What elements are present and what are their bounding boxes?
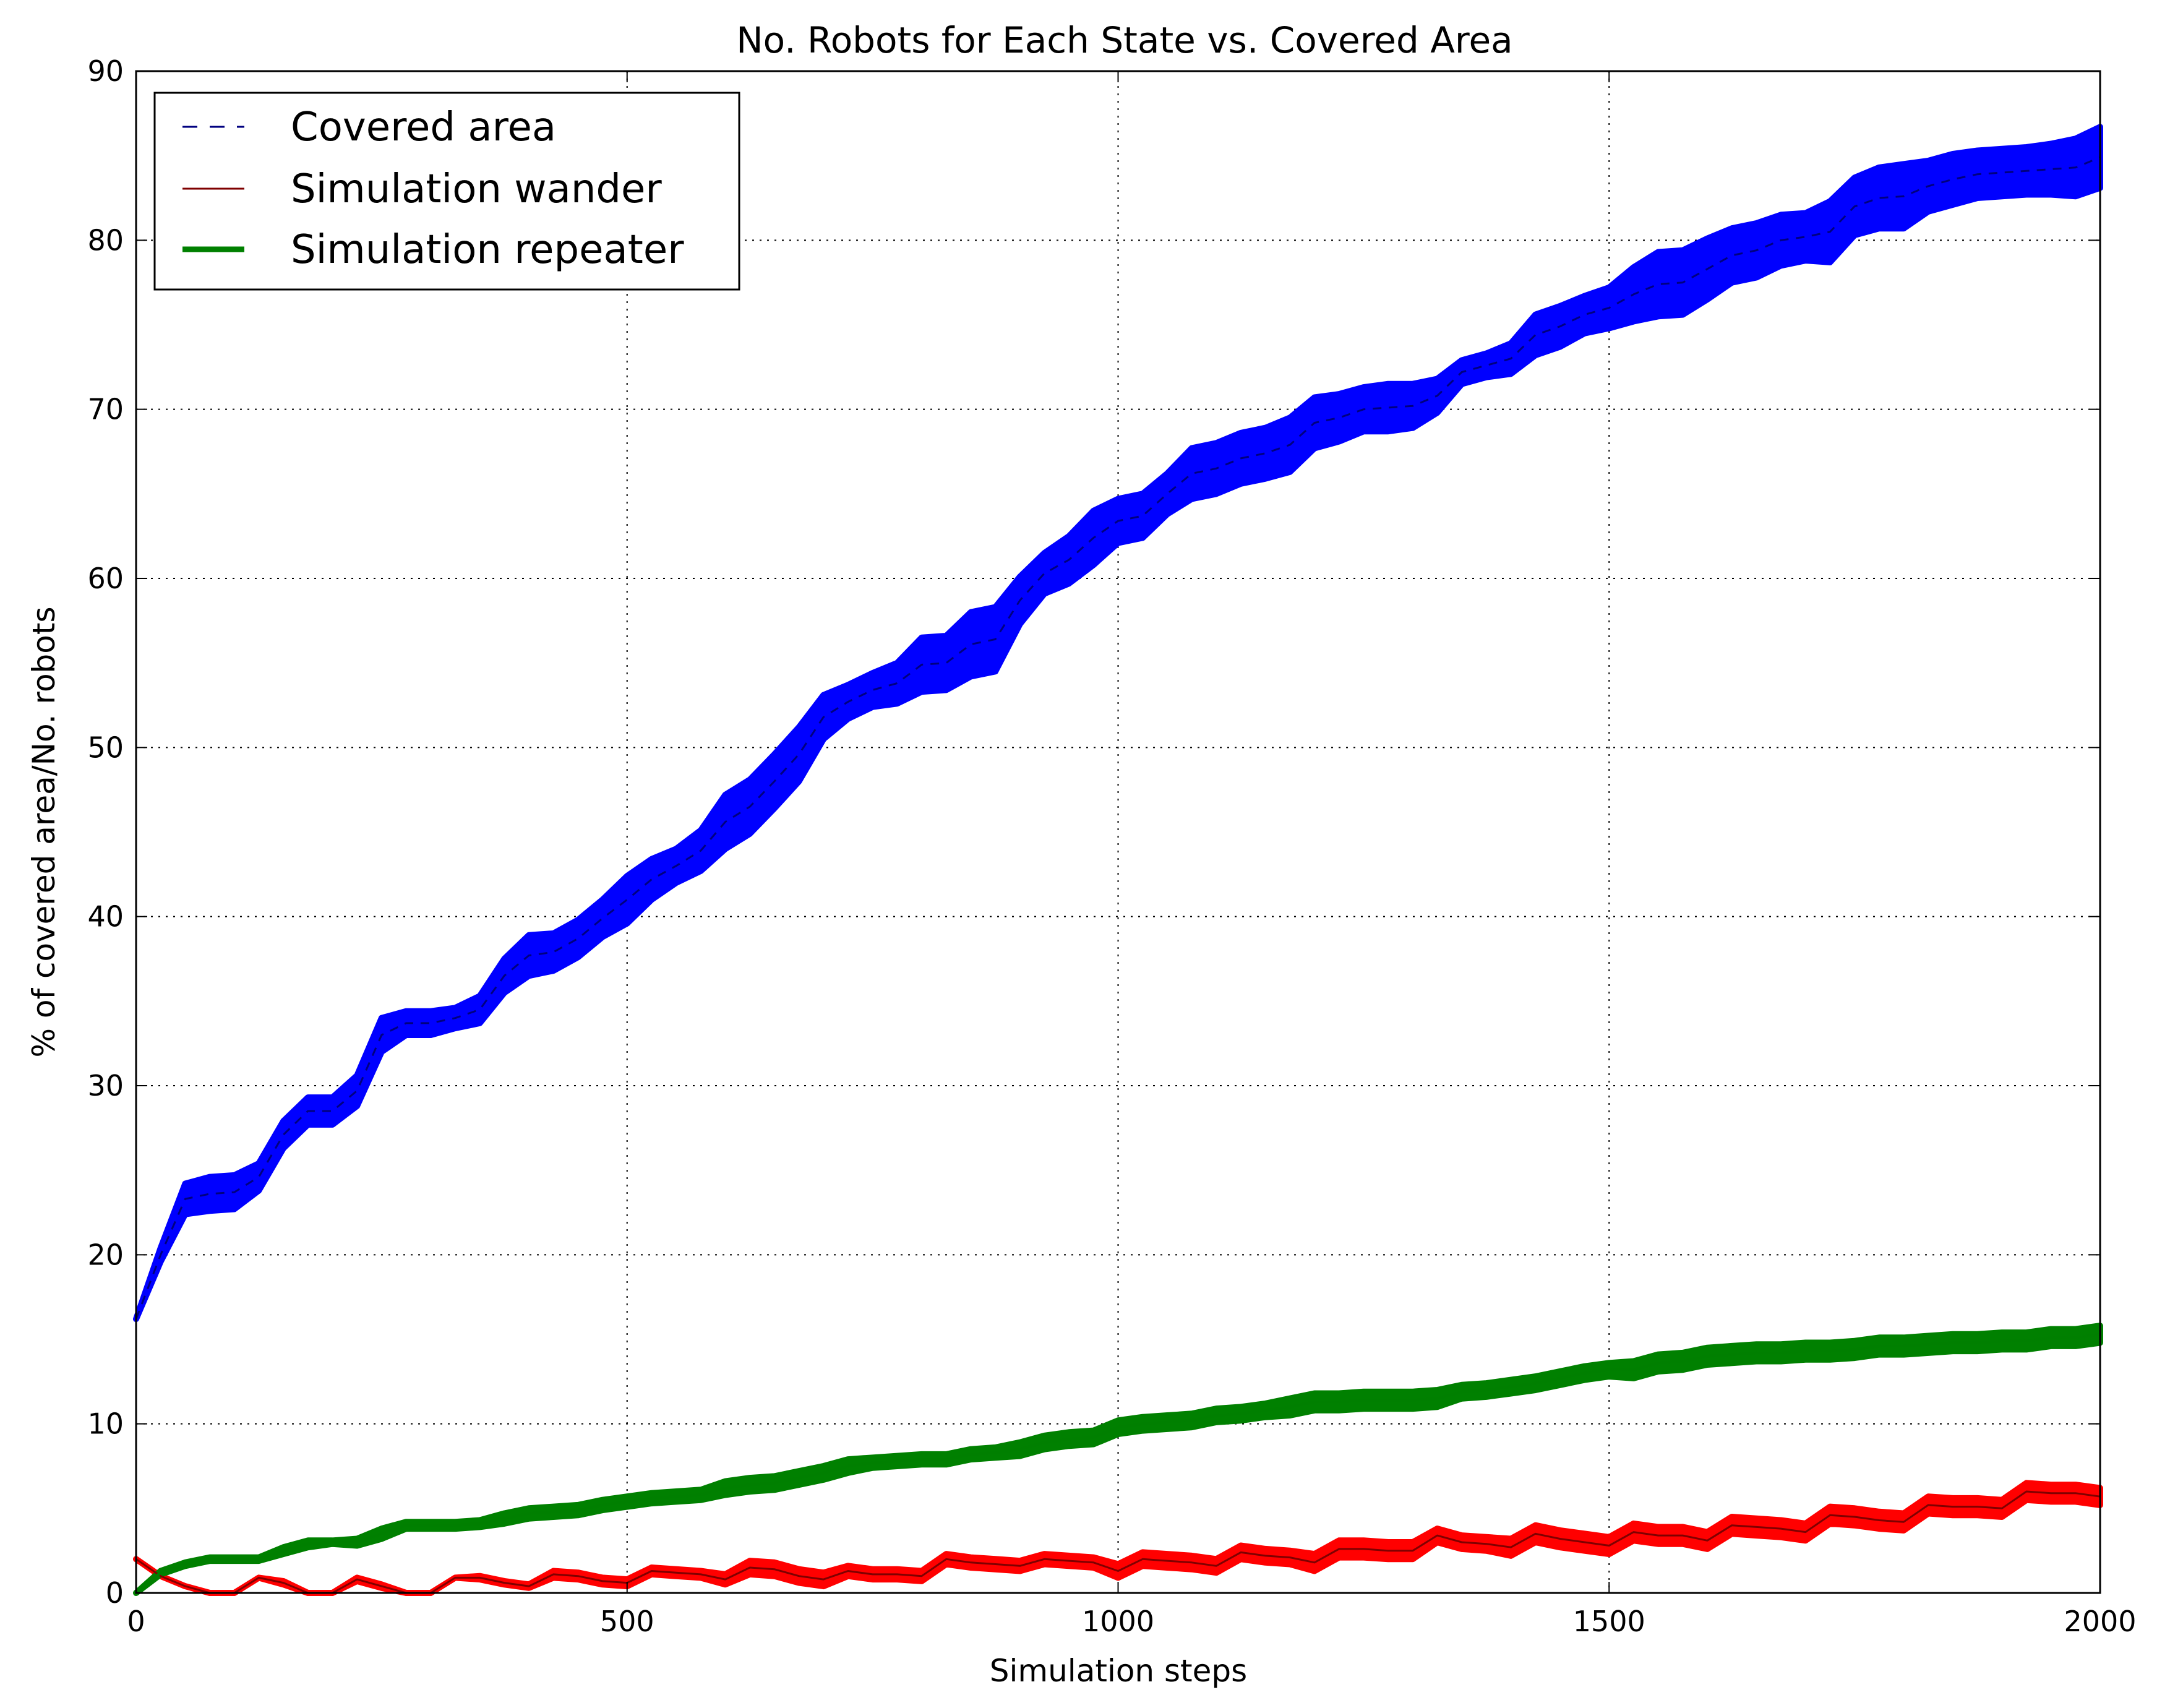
y-tick-label: 60: [87, 562, 124, 595]
x-tick-label: 2000: [2064, 1605, 2136, 1638]
y-tick-label: 30: [87, 1069, 124, 1102]
legend-label-simulation-repeater: Simulation repeater: [291, 227, 684, 273]
legend: Covered area Simulation wander Simulatio…: [153, 92, 740, 291]
y-tick-label: 70: [87, 393, 124, 426]
legend-label-covered-area: Covered area: [291, 105, 556, 150]
y-tick-label: 80: [87, 223, 124, 257]
y-tick-label: 40: [87, 900, 124, 933]
line-simulation-wander: [135, 1490, 2101, 1594]
x-tick-label: 1000: [1082, 1605, 1154, 1638]
line-simulation-repeater: [135, 1332, 2101, 1594]
y-tick-label: 20: [87, 1238, 124, 1271]
y-axis-label: % of covered area/No. robots: [26, 606, 62, 1057]
chart-title: No. Robots for Each State vs. Covered Ar…: [736, 19, 1512, 61]
series-lines: [135, 157, 2101, 1594]
y-tick-label: 10: [87, 1407, 124, 1441]
x-tick-label: 1500: [1573, 1605, 1645, 1638]
y-tick-label: 90: [87, 54, 124, 88]
y-tick-label: 0: [106, 1576, 124, 1610]
line-covered-area: [135, 157, 2101, 1320]
x-tick-label: 0: [127, 1605, 145, 1638]
y-tick-label: 50: [87, 731, 124, 764]
x-tick-label: 500: [600, 1605, 654, 1638]
x-axis-label: Simulation steps: [990, 1653, 1247, 1689]
axis-ticks: 0 500 1000 1500 2000 0 10 20 30 40 50 60 70 80 90: [87, 54, 2136, 1638]
legend-label-simulation-wander: Simulation wander: [291, 166, 662, 212]
legend-box: [153, 92, 740, 291]
